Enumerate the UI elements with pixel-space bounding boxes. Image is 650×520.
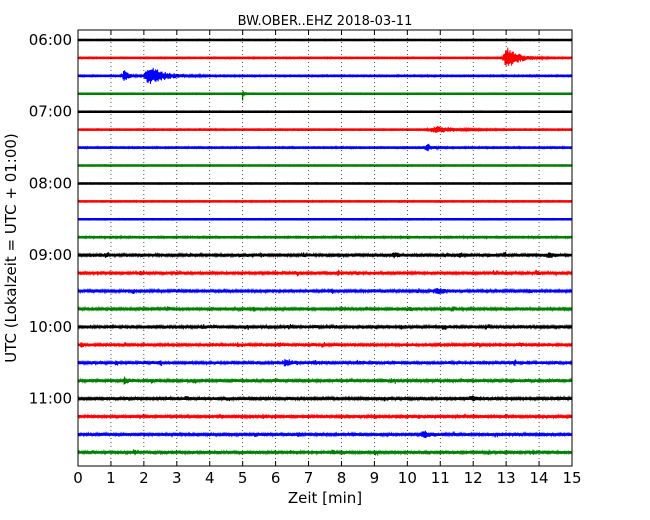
x-tick-label: 0 <box>73 469 83 487</box>
x-tick-label: 12 <box>464 469 483 487</box>
y-tick-label: 07:00 <box>29 103 72 121</box>
x-tick-label: 8 <box>337 469 347 487</box>
grid-lines <box>110 30 540 466</box>
y-axis: 06:00 07:00 08:00 09:00 10:00 11:00 <box>29 31 72 408</box>
x-tick-label: 4 <box>205 469 215 487</box>
x-tick-label: 7 <box>304 469 314 487</box>
y-tick-label: 10:00 <box>29 318 72 336</box>
x-tick-label: 2 <box>139 469 149 487</box>
seismic-trace-0645 <box>77 90 573 101</box>
x-tick-label: 9 <box>370 469 380 487</box>
x-tick-label: 10 <box>398 469 417 487</box>
x-tick-label: 6 <box>271 469 281 487</box>
x-axis-label: Zeit [min] <box>288 489 362 507</box>
x-tick-label: 14 <box>530 469 549 487</box>
x-axis: 0 1 2 3 4 5 6 7 8 9 10 11 12 13 14 15 <box>73 30 582 487</box>
x-tick-label: 13 <box>497 469 516 487</box>
y-tick-label: 06:00 <box>29 31 72 49</box>
plot-frame <box>77 29 573 467</box>
y-tick-label: 09:00 <box>29 246 72 264</box>
x-tick-label: 15 <box>562 469 581 487</box>
x-tick-label: 3 <box>172 469 182 487</box>
x-tick-label: 1 <box>106 469 116 487</box>
chart-title: BW.OBER..EHZ 2018-03-11 <box>238 14 413 29</box>
x-tick-label: 11 <box>431 469 450 487</box>
y-tick-label: 08:00 <box>29 174 72 192</box>
trace-group <box>77 38 573 456</box>
y-tick-label: 11:00 <box>29 390 72 408</box>
x-tick-label: 5 <box>238 469 248 487</box>
y-axis-label: UTC (Lokalzeit = UTC + 01:00) <box>2 133 20 363</box>
